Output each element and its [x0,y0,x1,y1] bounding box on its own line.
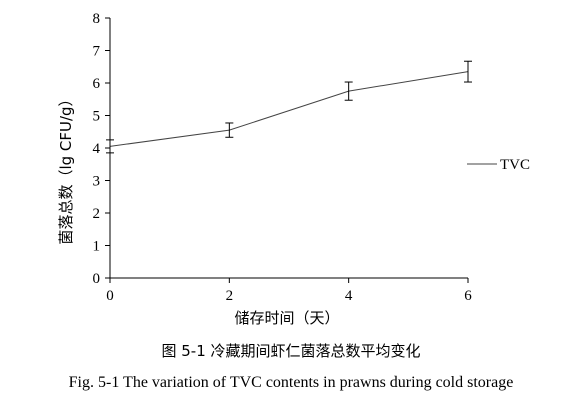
y-tick-label: 5 [93,109,101,125]
y-tick-label: 4 [93,141,101,157]
x-axis-label: 储存时间（天） [234,309,339,327]
error-bar [225,122,234,138]
y-axis-label: 菌落总数（lg CFU/g） [57,91,75,244]
legend: TVC [467,157,530,173]
y-tick-label: 6 [93,76,101,92]
axes [109,18,468,279]
y-tick-label: 0 [93,271,101,287]
y-tick-label: 1 [93,239,101,255]
y-tick-label: 3 [93,174,101,190]
y-tick-label: 8 [93,11,101,27]
x-tick-label: 0 [106,288,114,304]
legend-label: TVC [500,157,530,173]
error-bar [106,139,114,154]
chart: 0 1 2 3 4 5 6 7 8 0 2 4 6 TVC 储存时间（天） 菌落总数（lg CFU/g… [57,11,530,327]
x-tick-label: 6 [464,288,472,304]
y-tick-label: 2 [93,206,101,222]
x-ticks: 0 2 4 6 [106,278,472,304]
x-tick-label: 2 [226,288,234,304]
error-bar [464,60,472,83]
y-tick-label: 7 [93,44,101,60]
plot-area [106,60,472,154]
y-ticks: 0 1 2 3 4 5 6 7 8 [93,11,110,287]
figure-caption-english: Fig. 5-1 The variation of TVC contents i… [68,374,514,391]
error-bar [344,81,353,101]
figure-caption-chinese: 图 5-1 冷藏期间虾仁菌落总数平均变化 [161,342,421,360]
series-line-tvc [109,71,469,147]
x-tick-label: 4 [345,288,353,304]
